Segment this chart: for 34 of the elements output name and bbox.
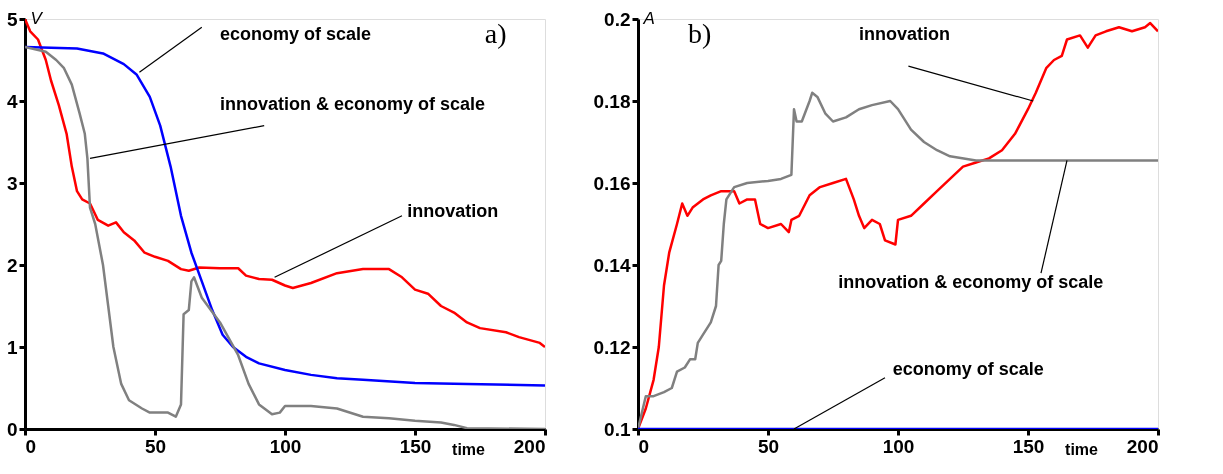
y-tick-label: 0.1 [604,418,631,440]
y-tick-label: 5 [6,8,18,30]
x-tick-label: 50 [144,435,167,457]
x-tick-label: 0 [638,435,650,457]
x-axis-title: time [1065,440,1099,458]
x-axis-title: time [452,440,486,458]
x-tick-label: 50 [757,435,780,457]
y-tick-label: 0.14 [593,254,631,276]
y-tick-label: 0.16 [593,172,631,194]
y-tick-label: 1 [6,336,18,358]
chart-title: a) [484,18,507,49]
y-tick-label: 0.2 [604,8,631,30]
y-tick-label: 0 [6,418,18,440]
annotation: economy of scale [220,24,372,45]
annotation: economy of scale [892,358,1044,379]
y-tick-label: 2 [6,254,18,276]
x-tick-label: 0 [25,435,37,457]
x-tick-label: 150 [399,435,432,457]
annotation: innovation & economy of scale [838,272,1104,293]
chart-title: b) [688,18,712,49]
y-axis-title: A [642,8,655,28]
x-tick-label: 100 [882,435,915,457]
y-axis-title: V [30,8,44,28]
annotation: innovation [859,24,950,45]
annotation: innovation & economy of scale [220,94,486,115]
y-tick-label: 4 [6,90,18,112]
x-tick-label: 200 [1126,435,1159,457]
y-tick-label: 0.12 [593,336,631,358]
annotation: innovation [407,200,499,221]
y-tick-label: 0.18 [593,90,631,112]
y-tick-label: 3 [6,172,18,194]
x-tick-label: 150 [1012,435,1045,457]
x-tick-label: 200 [513,435,546,457]
x-tick-label: 100 [269,435,302,457]
